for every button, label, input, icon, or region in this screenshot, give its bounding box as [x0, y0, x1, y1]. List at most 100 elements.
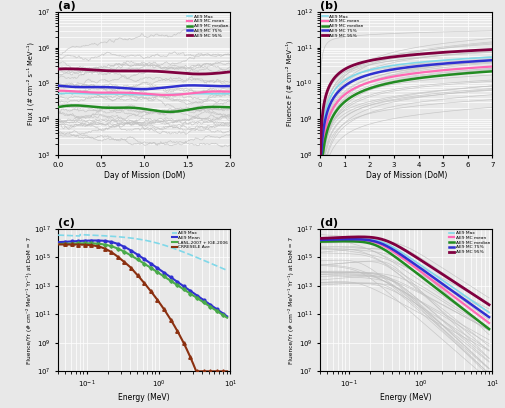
AE9 MC median [486, 326, 492, 331]
LANL-2007 + IGE-2006 [209, 305, 215, 310]
AE9 MC 95% [489, 47, 495, 52]
AE9 MC 75% [471, 304, 477, 309]
AE9 Mean [224, 314, 230, 319]
AE9 MC 95% [418, 257, 424, 262]
AE9 Max [425, 59, 431, 64]
Line: AE9 MC median: AE9 MC median [320, 71, 492, 155]
AE9 MC median [317, 152, 323, 157]
AE9 Max [227, 91, 233, 96]
X-axis label: Day of Mission (DoM): Day of Mission (DoM) [366, 171, 447, 180]
AE9 MC 95% [317, 236, 323, 241]
AE9 Mean [209, 303, 215, 308]
AE9 MC 75% [140, 86, 146, 91]
AE9 Mean [92, 238, 98, 243]
AE9 Max [159, 93, 165, 98]
AE9 MC mean [460, 301, 466, 306]
AE9 Max [56, 91, 62, 96]
AE9 Max [55, 91, 61, 96]
AE9 Max [201, 91, 208, 96]
AE9 MC median [385, 81, 391, 86]
AE9 MC median [227, 105, 233, 110]
Line: LANL-2007 + IGE-2006: LANL-2007 + IGE-2006 [58, 243, 227, 318]
AE9 MC 75% [418, 266, 424, 271]
AE9 Max [385, 64, 391, 69]
AE9 MC 95% [65, 67, 71, 71]
Line: AE9 MC median: AE9 MC median [320, 241, 489, 329]
Line: AE9 MC 75%: AE9 MC 75% [320, 239, 489, 317]
LANL-2007 + IGE-2006 [159, 273, 165, 277]
CRRESELE Ave [193, 369, 199, 374]
AE9 MC median [201, 105, 208, 110]
AE9 Max [418, 263, 424, 268]
Line: AE9 MC 95%: AE9 MC 95% [320, 237, 489, 305]
AE9 Max [471, 299, 477, 304]
AE9 MC 75% [227, 84, 233, 89]
AE9 MC mean [317, 152, 323, 157]
Y-axis label: Fluence/Yr (# cm⁻² MeV⁻¹ Yr⁻¹) at DoM = 7: Fluence/Yr (# cm⁻² MeV⁻¹ Yr⁻¹) at DoM = … [26, 237, 32, 364]
AE9 MC 75% [189, 83, 195, 88]
AE9 MC mean [385, 75, 391, 80]
AE9 MC median [158, 109, 164, 114]
CRRESELE Ave [155, 299, 161, 304]
AE9 MC median [421, 276, 427, 281]
AE9 MC median [158, 109, 164, 114]
AE9 MC 95% [201, 71, 208, 76]
AE9 MC mean [345, 237, 351, 242]
AE9 MC mean [338, 96, 344, 101]
AE9 MC median [166, 109, 172, 114]
AE9 Max [486, 310, 492, 315]
AE9 Mean [159, 269, 165, 274]
AE9 MC mean [56, 88, 62, 93]
AE9 MC mean [318, 237, 324, 242]
AE9 MC mean [55, 88, 61, 93]
AE9 MC 95% [227, 69, 233, 74]
AE9 MC mean [418, 269, 424, 274]
Line: AE9 MC mean: AE9 MC mean [320, 67, 492, 155]
Line: AE9 MC 95%: AE9 MC 95% [58, 69, 230, 74]
AE9 MC median [55, 105, 61, 110]
AE9 MC 95% [373, 57, 379, 62]
AE9 MC median [441, 73, 447, 78]
Line: AE9 Max: AE9 Max [320, 239, 489, 313]
AE9 MC mean [425, 69, 431, 74]
AE9 Max [55, 233, 61, 237]
LANL-2007 + IGE-2006 [224, 315, 230, 320]
AE9 Max [338, 81, 344, 86]
Line: AE9 MC mean: AE9 MC mean [320, 239, 489, 323]
AE9 MC 75% [460, 296, 466, 301]
AE9 MC mean [157, 92, 163, 97]
AE9 Max [56, 233, 62, 237]
AE9 MC 95% [442, 50, 448, 55]
AE9 Max [156, 241, 162, 246]
Legend: AE9 Max, AE9 Mean, LANL-2007 + IGE-2006, CRRESELE Ave: AE9 Max, AE9 Mean, LANL-2007 + IGE-2006,… [170, 230, 230, 251]
AE9 Max [421, 265, 427, 270]
AE9 MC 95% [471, 292, 477, 297]
AE9 Max [442, 58, 448, 62]
Line: AE9 MC 75%: AE9 MC 75% [320, 60, 492, 155]
AE9 Max [460, 292, 466, 297]
Y-axis label: Fluence F (# cm⁻² MeV⁻¹): Fluence F (# cm⁻² MeV⁻¹) [285, 41, 293, 126]
Line: AE9 MC 95%: AE9 MC 95% [320, 49, 492, 155]
AE9 MC median [317, 239, 323, 244]
AE9 MC 75% [338, 87, 344, 92]
AE9 Max [373, 66, 379, 71]
AE9 MC mean [442, 68, 448, 73]
Legend: AE9 Max, AE9 MC mean, AE9 MC median, AE9 MC 75%, AE9 MC 95%: AE9 Max, AE9 MC mean, AE9 MC median, AE9… [448, 230, 491, 255]
AE9 MC mean [164, 93, 170, 98]
AE9 MC 75% [441, 61, 447, 66]
AE9 MC 75% [425, 62, 431, 67]
AE9 MC median [56, 104, 62, 109]
AE9 MC 75% [317, 152, 323, 157]
AE9 MC mean [212, 89, 218, 94]
AE9 MC median [161, 109, 167, 114]
AE9 MC 95% [317, 152, 323, 157]
AE9 MC 95% [56, 67, 62, 71]
AE9 MC median [318, 239, 324, 244]
CRRESELE Ave [55, 242, 61, 247]
CRRESELE Ave [224, 369, 230, 374]
Text: (a): (a) [58, 2, 76, 11]
AE9 MC 75% [385, 68, 391, 73]
AE9 MC mean [317, 237, 323, 242]
AE9 MC 75% [213, 84, 219, 89]
AE9 MC 75% [349, 237, 356, 242]
